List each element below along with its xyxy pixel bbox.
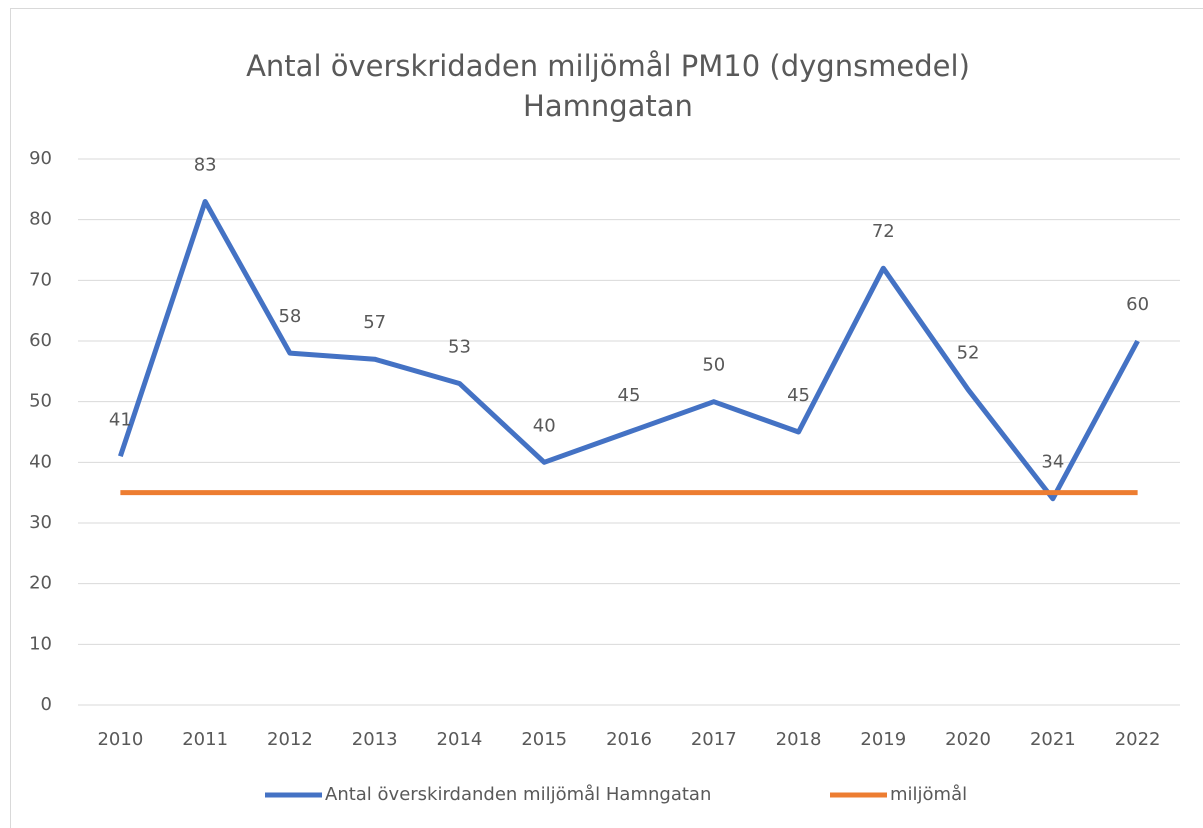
y-tick-label: 60 [29,330,52,351]
legend-label: Antal överskirdanden miljömål Hamngatan [325,784,711,805]
chart-title: Antal överskridaden miljömål PM10 (dygns… [246,49,970,83]
x-tick-label: 2013 [352,729,398,750]
data-label: 60 [1126,294,1149,315]
y-tick-label: 40 [29,451,52,472]
y-tick-label: 30 [29,512,52,533]
y-tick-label: 10 [29,633,52,654]
x-tick-label: 2012 [267,729,313,750]
x-tick-label: 2016 [606,729,652,750]
x-tick-label: 2011 [182,729,228,750]
x-tick-label: 2010 [97,729,143,750]
data-label: 52 [957,343,980,364]
data-label: 53 [448,336,471,357]
x-tick-label: 2019 [860,729,906,750]
y-tick-label: 90 [29,148,52,169]
data-label: 34 [1041,452,1064,473]
data-label: 45 [618,385,641,406]
x-tick-label: 2020 [945,729,991,750]
data-label: 72 [872,221,895,242]
y-tick-label: 70 [29,269,52,290]
x-tick-label: 2021 [1030,729,1076,750]
x-tick-label: 2014 [437,729,483,750]
data-label: 41 [109,409,132,430]
data-label: 40 [533,415,556,436]
x-tick-label: 2017 [691,729,737,750]
y-tick-label: 80 [29,209,52,230]
y-tick-label: 50 [29,391,52,412]
chart-frame [10,8,1203,828]
x-tick-label: 2022 [1115,729,1161,750]
data-label: 50 [702,355,725,376]
data-label: 57 [363,312,386,333]
series-line [118,198,1140,502]
y-tick-label: 20 [29,573,52,594]
x-tick-label: 2015 [521,729,567,750]
y-tick-label: 0 [41,694,52,715]
data-label: 45 [787,385,810,406]
chart-title: Hamngatan [523,89,693,123]
legend-label: miljömål [890,784,967,805]
data-label: 83 [194,154,217,175]
data-label: 58 [278,306,301,327]
x-tick-label: 2018 [776,729,822,750]
